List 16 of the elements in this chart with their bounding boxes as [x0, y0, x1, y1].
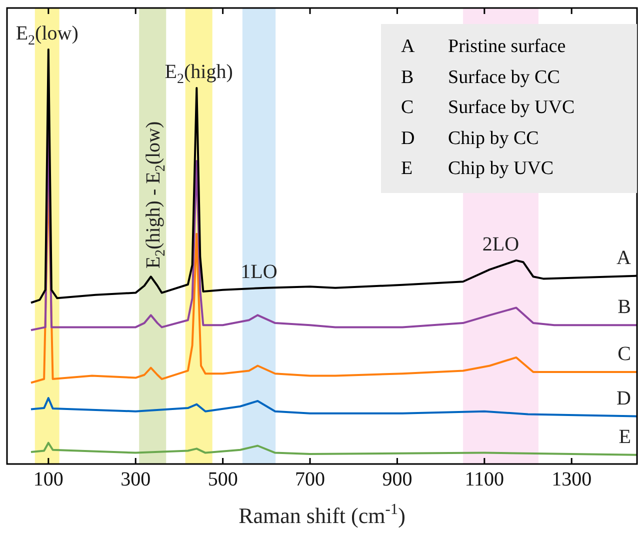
key-panel: A Pristine surface B Surface by CC C Surface by UVC D Chip by CC E Chip by UVC [381, 24, 637, 192]
x-tick-label: 500 [208, 468, 238, 490]
series-label: A [616, 246, 632, 269]
x-tick-label: 1100 [464, 468, 504, 490]
x-tick-label: 700 [295, 468, 326, 490]
x-tick-label: 900 [382, 468, 412, 490]
band-label: 1LO [240, 260, 278, 283]
series-label: D [616, 387, 632, 410]
series-label: B [618, 296, 632, 318]
x-tick-label: 300 [120, 468, 151, 490]
x-tick-label: 1300 [552, 468, 592, 490]
series-label: C [618, 342, 632, 365]
series-label: E [618, 426, 631, 448]
band-label: E2(high) - E2(low) [142, 121, 169, 269]
x-tick-label: 100 [33, 468, 64, 490]
band-label: 2LO [482, 233, 520, 256]
